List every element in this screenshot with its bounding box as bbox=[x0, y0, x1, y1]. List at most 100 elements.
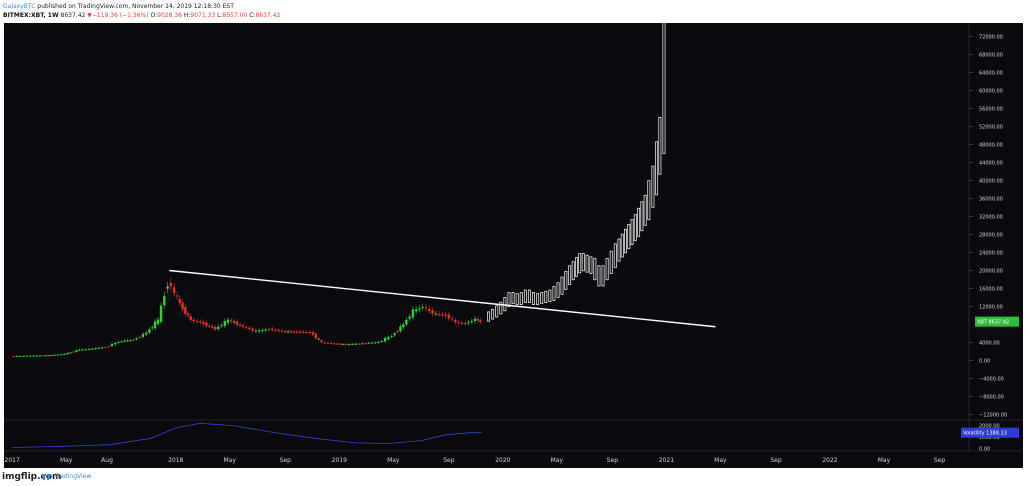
candle-body bbox=[390, 336, 393, 338]
candle-body bbox=[470, 321, 473, 323]
candle-body bbox=[15, 355, 19, 357]
projection-bar bbox=[527, 289, 531, 303]
candle-body bbox=[28, 355, 32, 357]
candle-body bbox=[424, 307, 428, 309]
x-tick-label: May bbox=[878, 457, 891, 464]
projection-bar bbox=[544, 290, 548, 303]
candle-body bbox=[123, 340, 126, 342]
y-tick-label: 48000.00 bbox=[979, 143, 1003, 149]
projection-bar bbox=[633, 214, 637, 241]
candle-body bbox=[405, 320, 408, 325]
candle-body bbox=[41, 355, 44, 357]
y-tick-label: 52000.00 bbox=[979, 125, 1003, 131]
candle-body bbox=[347, 344, 351, 346]
projection-bar bbox=[658, 117, 662, 175]
projection-bar bbox=[548, 289, 552, 302]
down-arrow-icon: ▼ bbox=[87, 12, 92, 19]
x-tick-label: 2022 bbox=[822, 457, 837, 464]
x-tick-label: May bbox=[551, 457, 564, 464]
projection-bar bbox=[536, 293, 540, 305]
candle-body bbox=[217, 326, 220, 329]
candle-body bbox=[81, 349, 84, 351]
candle-body bbox=[414, 309, 418, 312]
chart-panel[interactable]: 72000.00 68000.00 64000.00 60000.00 56000.00… bbox=[4, 23, 1023, 468]
x-tick-label: May bbox=[224, 457, 237, 464]
candle-body bbox=[286, 331, 290, 333]
projection-bar bbox=[519, 292, 523, 305]
price-tag-label: XBT 8637.42 bbox=[977, 320, 1009, 326]
footer bbox=[0, 470, 1029, 486]
candle-body bbox=[145, 332, 148, 335]
y-tick-label: 4000.00 bbox=[979, 341, 1000, 347]
candle-body bbox=[104, 347, 107, 349]
candle-body bbox=[374, 342, 377, 344]
author-link[interactable]: GalaxyBTC bbox=[3, 3, 36, 10]
candle-body bbox=[229, 320, 233, 322]
candle-body bbox=[235, 321, 239, 325]
y-tick-label: 60000.00 bbox=[979, 89, 1003, 95]
projection-bar bbox=[552, 286, 556, 301]
candle-body bbox=[199, 321, 202, 323]
projection-bar bbox=[624, 228, 627, 254]
x-tick-label: May bbox=[387, 457, 400, 464]
candle-body bbox=[151, 327, 154, 329]
candle-body bbox=[326, 342, 330, 344]
candle-body bbox=[166, 286, 169, 289]
candle-body bbox=[411, 309, 415, 318]
high-value: 9071.33 bbox=[190, 12, 216, 19]
projection-bar bbox=[487, 311, 490, 322]
candle-body bbox=[341, 344, 345, 346]
candle-body bbox=[60, 354, 63, 356]
candle-body bbox=[244, 327, 248, 329]
projection-bar bbox=[491, 309, 495, 320]
high-label: H: bbox=[183, 12, 191, 19]
projection-bar bbox=[495, 305, 499, 318]
y-tick-label: 16000.00 bbox=[979, 287, 1003, 293]
projection-bar bbox=[597, 265, 601, 287]
candle-body bbox=[441, 314, 444, 316]
projection-bar bbox=[571, 261, 575, 281]
candle-body bbox=[289, 331, 293, 333]
candle-body bbox=[460, 322, 464, 324]
candle-body bbox=[314, 333, 317, 339]
candle-body bbox=[308, 332, 312, 334]
volatility-tick-label: 1000.00 bbox=[979, 435, 1000, 441]
candle-body bbox=[479, 320, 482, 322]
candle-body bbox=[53, 354, 56, 356]
symbol-label[interactable]: BITMEX:XBT, 1W bbox=[3, 12, 59, 19]
x-tick-label: 2018 bbox=[168, 457, 183, 464]
candle-body bbox=[87, 349, 91, 351]
projection-bar bbox=[507, 292, 511, 308]
candle-body bbox=[311, 332, 315, 335]
x-tick-label: Sep bbox=[443, 457, 455, 464]
low-label: L: bbox=[217, 12, 223, 19]
x-tick-label: May bbox=[60, 457, 73, 464]
x-tick-label: Aug bbox=[101, 457, 113, 464]
candle-body bbox=[47, 355, 50, 357]
close-label: C: bbox=[249, 12, 256, 19]
projection-bar bbox=[613, 243, 617, 268]
projection-bar bbox=[560, 276, 564, 295]
candle-body bbox=[367, 342, 370, 344]
candle-body bbox=[360, 343, 364, 345]
candle-body bbox=[12, 356, 16, 358]
candle-body bbox=[75, 350, 78, 352]
projection-bar bbox=[499, 301, 503, 315]
y-tick-label: 20000.00 bbox=[979, 269, 1003, 275]
last-price: 8637.42 bbox=[60, 12, 86, 19]
candle-body bbox=[298, 331, 302, 333]
candle-body bbox=[232, 321, 236, 323]
candle-body bbox=[274, 329, 277, 331]
candle-body bbox=[22, 355, 25, 357]
candle-body bbox=[132, 339, 135, 341]
price-chart-svg[interactable]: 72000.00 68000.00 64000.00 60000.00 56000.00… bbox=[4, 23, 1023, 468]
projection-bar bbox=[523, 289, 527, 303]
y-tick-label: 72000.00 bbox=[979, 35, 1003, 41]
projection-bar bbox=[640, 201, 644, 232]
candle-body bbox=[351, 343, 354, 345]
x-tick-label: 2017 bbox=[5, 457, 20, 464]
candle-body bbox=[32, 355, 35, 357]
candle-body bbox=[205, 322, 208, 326]
candle-body bbox=[283, 331, 287, 333]
candle-body bbox=[302, 331, 305, 333]
